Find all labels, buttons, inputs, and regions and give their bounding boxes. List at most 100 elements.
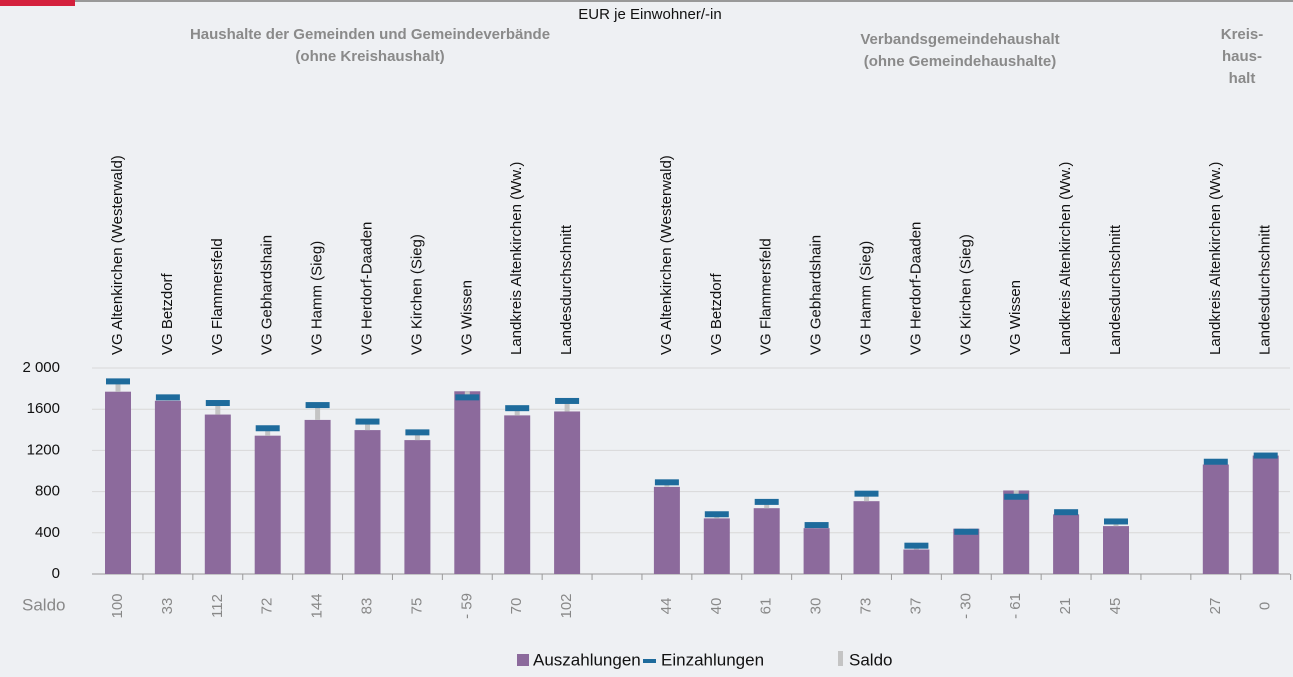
y-tick-label: 1200 (27, 441, 60, 458)
x-tick-label: VG Flammersfeld (758, 238, 775, 355)
saldo-label: 0 (1257, 602, 1274, 610)
x-tick-label: Landesdurchschnitt (558, 224, 575, 355)
group-header: (ohne Gemeindehaushalte) (864, 53, 1057, 70)
legend-swatch (838, 651, 843, 666)
x-tick-label: Landkreis Altenkirchen (Ww.) (1057, 162, 1074, 355)
x-tick-label: Landkreis Altenkirchen (Ww.) (1207, 162, 1224, 355)
saldo-label: 83 (358, 598, 375, 615)
bar (1202, 464, 1229, 574)
einzahlung-dash (355, 418, 380, 425)
bar (105, 391, 131, 574)
x-tick-label: VG Kirchen (Sieg) (408, 234, 425, 355)
saldo-bar (464, 391, 470, 398)
saldo-bar (764, 501, 770, 509)
x-tick-label: VG Altenkirchen (Westerwald) (109, 155, 126, 355)
bar (1252, 455, 1279, 574)
saldo-bar (215, 403, 221, 415)
y-tick-label: 400 (35, 524, 60, 541)
einzahlung-dash (505, 405, 530, 412)
group-header: Haushalte der Gemeinden und Gemeindeverb… (190, 26, 550, 43)
bar (653, 486, 680, 574)
saldo-bar (1013, 490, 1019, 497)
bar (853, 501, 880, 574)
x-tick-label: VG Betzdorf (708, 272, 725, 355)
saldo-label: 45 (1107, 598, 1124, 615)
x-tick-label: VG Hamm (Sieg) (309, 241, 326, 355)
bar (554, 411, 581, 574)
x-tick-label: VG Betzdorf (159, 272, 176, 355)
group-header: (ohne Kreishaushalt) (295, 48, 444, 65)
einzahlung-dash (205, 400, 230, 407)
saldo-label: 27 (1207, 598, 1224, 615)
y-tick-label: 0 (52, 565, 60, 582)
saldo-bar (315, 405, 321, 420)
unit-label: EUR je Einwohner/-in (578, 6, 721, 23)
saldo-label: 61 (758, 598, 775, 615)
saldo-label: 33 (159, 598, 176, 615)
einzahlung-dash (455, 394, 480, 401)
saldo-label: 73 (857, 598, 874, 615)
legend-label: Einzahlungen (661, 650, 764, 669)
einzahlung-dash (1004, 493, 1029, 500)
saldo-label: - 30 (957, 593, 974, 619)
x-tick-label: VG Wissen (1007, 280, 1024, 355)
einzahlung-dash (405, 429, 430, 436)
saldo-label: 30 (808, 598, 825, 615)
bar (903, 549, 930, 574)
saldo-bar (365, 421, 370, 431)
bar (454, 391, 481, 574)
einzahlung-dash (754, 498, 779, 505)
bar (354, 430, 381, 574)
legend-swatch (517, 654, 529, 666)
einzahlung-dash (904, 542, 929, 549)
saldo-label: 37 (907, 598, 924, 615)
x-tick-label: Landkreis Altenkirchen (Ww.) (508, 162, 525, 355)
bar (154, 400, 181, 574)
saldo-bar (265, 428, 271, 436)
einzahlung-dash (1203, 458, 1228, 465)
bar (304, 419, 331, 574)
saldo-label: 112 (209, 594, 226, 618)
bar (254, 435, 281, 574)
group-header: halt (1229, 70, 1256, 87)
einzahlung-dash (305, 402, 330, 409)
saldo-label: 44 (658, 598, 675, 615)
group-header: Verbandsgemeindehaushalt (860, 31, 1059, 48)
saldo-bar (864, 493, 869, 502)
accent-bar (0, 0, 75, 6)
saldo-label: - 61 (1007, 593, 1024, 619)
saldo-bar (115, 381, 121, 392)
bar (1103, 526, 1129, 574)
bar (753, 508, 780, 574)
saldo-bar (514, 408, 520, 416)
x-tick-label: VG Gebhardshain (259, 235, 276, 355)
x-tick-label: VG Kirchen (Sieg) (957, 234, 974, 355)
einzahlung-dash (654, 479, 679, 486)
einzahlung-dash (804, 522, 829, 529)
saldo-bar (564, 400, 570, 412)
bar (504, 415, 531, 574)
bar (703, 518, 730, 574)
einzahlung-dash (155, 394, 180, 401)
x-tick-label: Landesdurchschnitt (1107, 224, 1124, 355)
y-tick-label: 800 (35, 483, 60, 500)
saldo-label: 144 (309, 593, 326, 618)
saldo-label: 72 (259, 598, 276, 615)
x-tick-label: VG Hamm (Sieg) (857, 241, 874, 355)
einzahlung-dash (255, 425, 280, 432)
x-tick-label: VG Herdorf-Daaden (907, 222, 924, 355)
legend-label: Saldo (849, 650, 892, 669)
saldo-label: 21 (1057, 598, 1074, 615)
bar (803, 528, 830, 574)
saldo-label: 40 (708, 598, 725, 615)
einzahlung-dash (704, 511, 729, 518)
saldo-label: 102 (558, 593, 575, 618)
group-header: haus- (1222, 48, 1262, 65)
x-tick-label: VG Gebhardshain (808, 235, 825, 355)
einzahlung-dash (1253, 452, 1278, 459)
bar (1003, 490, 1030, 574)
x-tick-label: VG Herdorf-Daaden (358, 222, 375, 355)
saldo-label: 70 (508, 598, 525, 615)
bar (404, 440, 431, 574)
